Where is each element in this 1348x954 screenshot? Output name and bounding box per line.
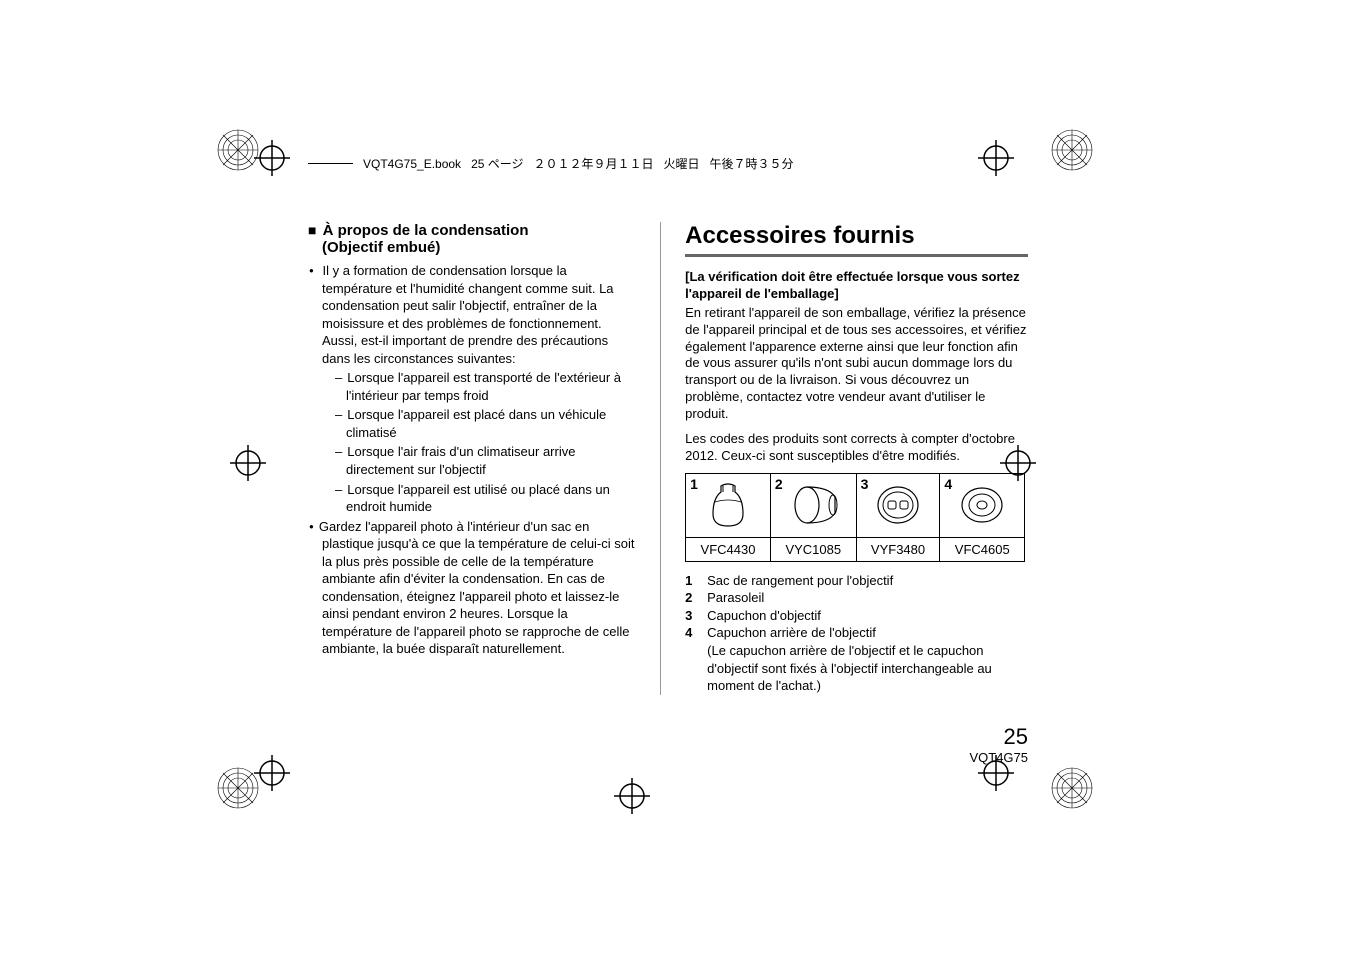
rosette-mark: [214, 126, 262, 174]
header-file: VQT4G75_E.book: [363, 157, 461, 171]
crop-mark: [614, 778, 650, 814]
page-header: VQT4G75_E.book 25 ページ ２０１２年９月１１日 火曜日 午後７…: [308, 155, 1028, 172]
heading-line2: (Objectif embué): [322, 239, 440, 256]
bullet-keep-in-bag: Gardez l'appareil photo à l'intérieur d'…: [308, 518, 636, 658]
header-time-jp: 午後７時３５分: [710, 155, 794, 172]
list-item: 3Capuchon d'objectif: [685, 607, 1028, 625]
accessories-title: Accessoires fournis: [685, 222, 1028, 250]
acc-cell-2: 2: [770, 473, 856, 537]
acc-code: VYC1085: [770, 537, 856, 561]
acc-cell-3: 3: [856, 473, 940, 537]
acc-num: 4: [944, 476, 952, 492]
unpacking-paragraph: En retirant l'appareil de son emballage,…: [685, 305, 1028, 423]
acc-cell-1: 1: [686, 473, 771, 537]
list-num: 4: [685, 624, 707, 694]
list-num: 1: [685, 572, 707, 590]
right-column: Accessoires fournis [La vérification doi…: [685, 222, 1028, 695]
column-divider: [660, 222, 661, 695]
dash-item: Lorsque l'appareil est utilisé ou placé …: [322, 481, 636, 516]
left-column: À propos de la condensation (Objectif em…: [308, 222, 636, 695]
page-content: VQT4G75_E.book 25 ページ ２０１２年９月１１日 火曜日 午後７…: [308, 155, 1028, 695]
accessories-list: 1Sac de rangement pour l'objectif 2Paras…: [685, 572, 1028, 695]
acc-num: 2: [775, 476, 783, 492]
lens-cap-icon: [857, 474, 940, 537]
header-date-jp: ２０１２年９月１１日: [534, 155, 654, 172]
list-item: 1Sac de rangement pour l'objectif: [685, 572, 1028, 590]
storage-bag-icon: [686, 474, 770, 537]
condensation-heading: À propos de la condensation (Objectif em…: [308, 222, 636, 256]
dash-item: Lorsque l'appareil est transporté de l'e…: [322, 369, 636, 404]
acc-num: 3: [861, 476, 869, 492]
product-codes-note: Les codes des produits sont corrects à c…: [685, 431, 1028, 465]
acc-cell-4: 4: [940, 473, 1025, 537]
doc-code: VQT4G75: [969, 750, 1028, 765]
list-num: 2: [685, 589, 707, 607]
dash-item: Lorsque l'appareil est placé dans un véh…: [322, 406, 636, 441]
rear-lens-cap-icon: [940, 474, 1024, 537]
list-text: Sac de rangement pour l'objectif: [707, 572, 1028, 590]
page-number: 25: [969, 724, 1028, 750]
page-footer: 25 VQT4G75: [969, 724, 1028, 765]
list-num: 3: [685, 607, 707, 625]
rosette-mark: [214, 764, 262, 812]
accessories-table: 1 2 3: [685, 473, 1025, 562]
acc-code: VFC4430: [686, 537, 771, 561]
header-day-jp: 火曜日: [664, 155, 700, 172]
rosette-mark: [1048, 126, 1096, 174]
rosette-mark: [1048, 764, 1096, 812]
acc-code: VFC4605: [940, 537, 1025, 561]
list-item: 2Parasoleil: [685, 589, 1028, 607]
header-page-jp: 25 ページ: [471, 155, 523, 172]
list-item: 4Capuchon arrière de l'objectif (Le capu…: [685, 624, 1028, 694]
dash-item: Lorsque l'air frais d'un climatiseur arr…: [322, 443, 636, 478]
list-text: Capuchon arrière de l'objectif (Le capuc…: [707, 624, 1028, 694]
lens-hood-icon: [771, 474, 856, 537]
title-rule: [685, 254, 1028, 257]
bullet-condensation-intro: Il y a formation de condensation lorsque…: [308, 262, 636, 516]
heading-line1: À propos de la condensation: [323, 222, 529, 239]
verification-note: [La vérification doit être effectuée lor…: [685, 269, 1028, 303]
acc-num: 1: [690, 476, 698, 492]
bullet1-text: Il y a formation de condensation lorsque…: [322, 263, 614, 366]
list-text: Capuchon d'objectif: [707, 607, 1028, 625]
acc-code: VYF3480: [856, 537, 940, 561]
list-text: Parasoleil: [707, 589, 1028, 607]
crop-mark: [230, 445, 266, 481]
